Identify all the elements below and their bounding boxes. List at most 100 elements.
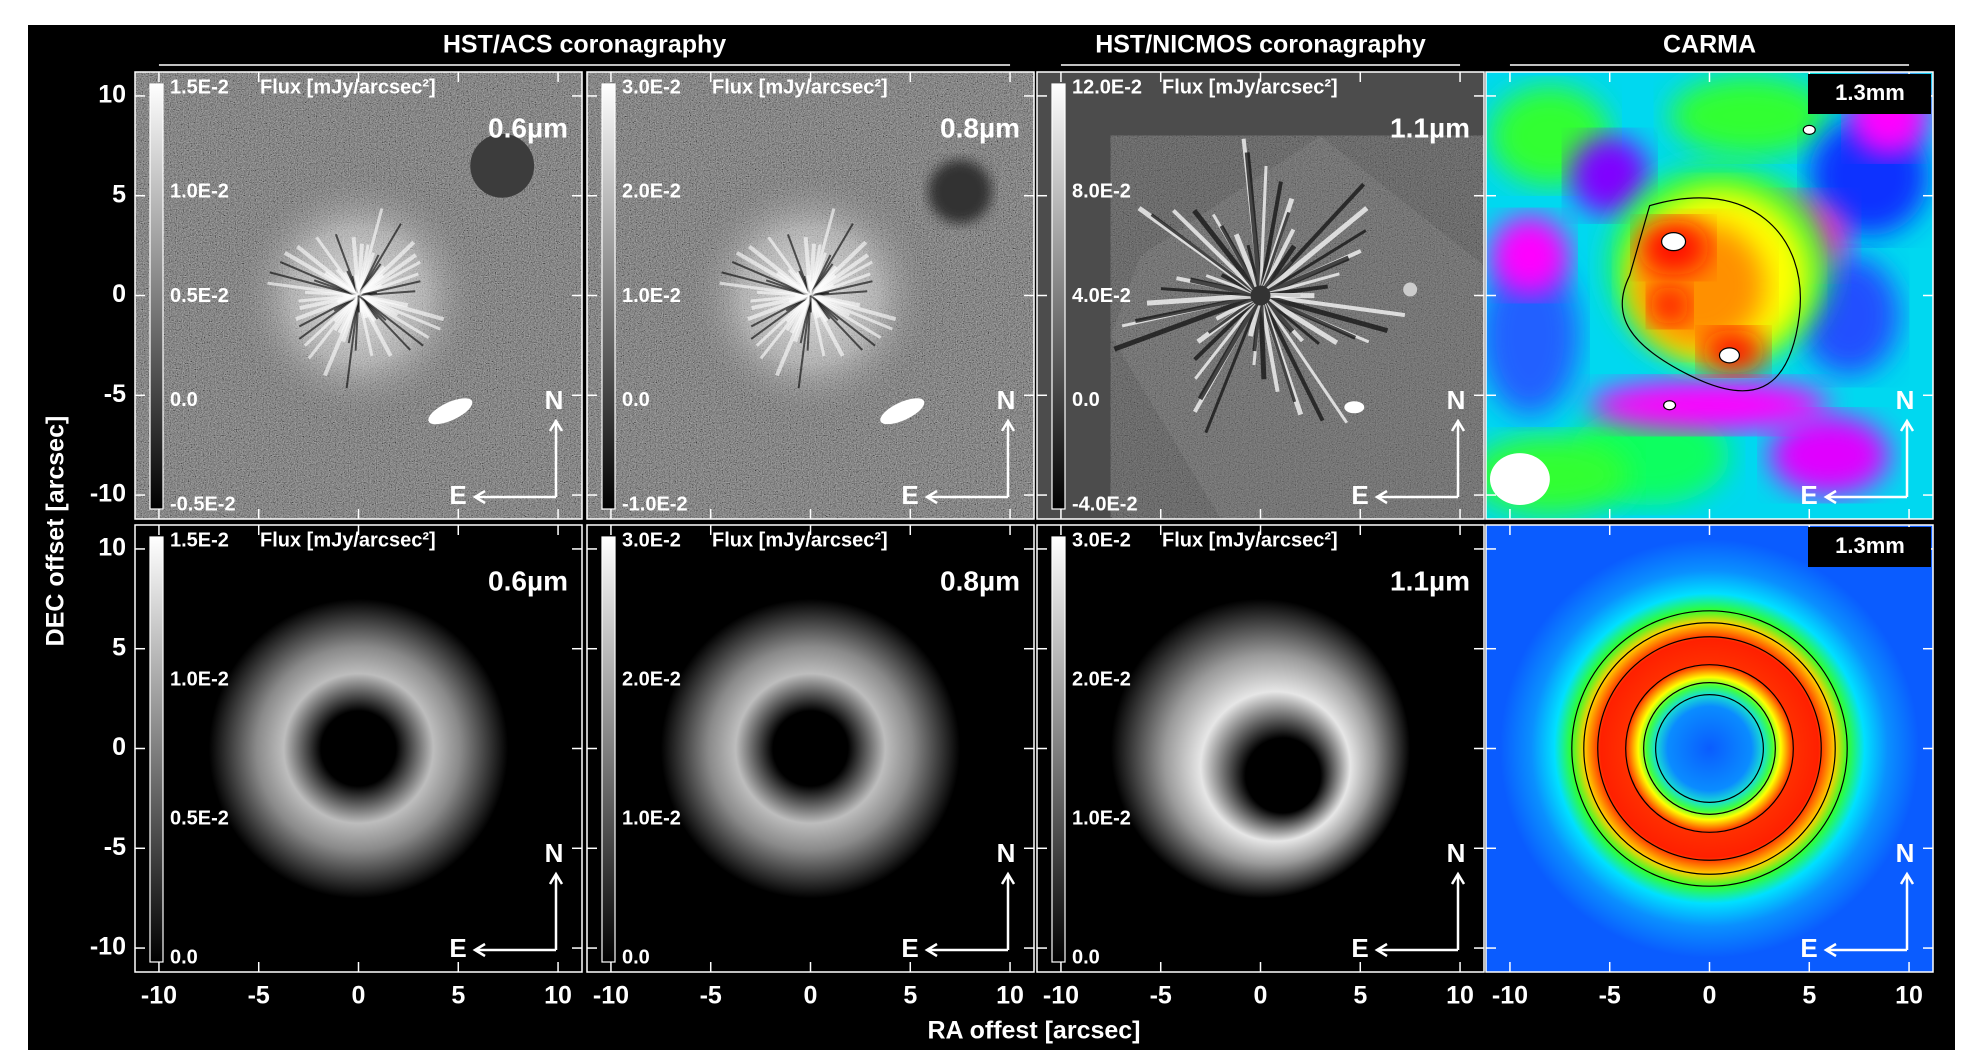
x-tick-label: -10 [1492, 982, 1528, 1010]
compass-east: E [901, 933, 918, 963]
x-tick-label: 0 [352, 982, 366, 1010]
compass-north: N [1896, 838, 1915, 868]
colorbar-unit: Flux [mJy/arcsec²] [712, 76, 888, 98]
wavelength-label: 1.3mm [1835, 533, 1905, 558]
colorbar [1052, 537, 1065, 962]
x-tick-label: 5 [1802, 982, 1816, 1010]
colorbar [150, 537, 163, 962]
group-header: HST/ACS coronagraphy [443, 31, 726, 59]
group-header: CARMA [1663, 31, 1756, 59]
colorbar-label: 1.0E-2 [622, 807, 681, 829]
wavelength-label: 1.1µm [1390, 565, 1470, 596]
x-axis-label: RA offest [arcsec] [927, 1017, 1140, 1045]
colorbar-label: 0.0 [1072, 946, 1100, 968]
colorbar-label: 1.0E-2 [170, 181, 229, 203]
colorbar-label: 1.0E-2 [1072, 807, 1131, 829]
x-tick-label: 10 [996, 982, 1024, 1010]
y-tick-label: 5 [112, 633, 126, 661]
colorbar-label: 0.0 [622, 389, 650, 411]
beam [1490, 453, 1550, 505]
colorbar-label: 0.5E-2 [170, 807, 229, 829]
colorbar [602, 84, 615, 509]
y-tick-label: -5 [104, 833, 126, 861]
x-tick-label: 5 [451, 982, 465, 1010]
emission [1670, 76, 1830, 156]
panel-image [1470, 72, 1933, 519]
wavelength-label: 0.6µm [488, 112, 568, 143]
disk-model [209, 599, 508, 898]
colorbar-label: -0.5E-2 [170, 493, 236, 515]
colorbar-label: 3.0E-2 [622, 529, 681, 551]
compass-east: E [449, 480, 466, 510]
compass-north: N [545, 385, 564, 415]
colorbar-label: -1.0E-2 [622, 493, 688, 515]
compass-east: E [449, 933, 466, 963]
colorbar-label: 0.0 [170, 946, 198, 968]
compass-east: E [1351, 480, 1368, 510]
compass-north: N [997, 385, 1016, 415]
galaxy [1344, 401, 1364, 413]
colorbar-label: 1.0E-2 [170, 668, 229, 690]
x-tick-label: -5 [1599, 982, 1621, 1010]
peak [1664, 401, 1676, 410]
colorbar-label: 4.0E-2 [1072, 285, 1131, 307]
emission [1590, 379, 1829, 431]
emission [1650, 286, 1690, 326]
colorbar-label: 1.5E-2 [170, 76, 229, 98]
x-tick-label: -5 [700, 982, 722, 1010]
compass-north: N [1896, 385, 1915, 415]
x-tick-label: 10 [544, 982, 572, 1010]
colorbar-unit: Flux [mJy/arcsec²] [712, 529, 888, 551]
x-tick-label: -5 [1150, 982, 1172, 1010]
compass-east: E [1800, 933, 1817, 963]
figure: DEC offset [arcsec] RA offest [arcsec] H… [0, 0, 1983, 1050]
source [1403, 283, 1417, 297]
x-tick-label: -10 [141, 982, 177, 1010]
y-tick-label: -5 [104, 380, 126, 408]
panel-image [1486, 525, 1933, 972]
y-tick-label: -10 [90, 480, 126, 508]
colorbar-label: 2.0E-2 [622, 668, 681, 690]
peak [1803, 125, 1815, 134]
x-tick-label: 10 [1895, 982, 1923, 1010]
compass-north: N [997, 838, 1016, 868]
y-tick-label: 10 [98, 81, 126, 109]
colorbar [602, 537, 615, 962]
emission [1490, 216, 1570, 296]
wavelength-label: 0.6µm [488, 565, 568, 596]
disk-model [1111, 599, 1410, 898]
colorbar-label: 3.0E-2 [622, 76, 681, 98]
colorbar [1052, 84, 1065, 509]
colorbar-label: 2.0E-2 [622, 181, 681, 203]
x-tick-label: -10 [593, 982, 629, 1010]
y-axis-label: DEC offset [arcsec] [42, 416, 70, 647]
wavelength-label: 1.1µm [1390, 112, 1470, 143]
mask [470, 134, 534, 198]
colorbar-unit: Flux [mJy/arcsec²] [1162, 529, 1338, 551]
colorbar-label: 0.0 [622, 946, 650, 968]
x-tick-label: 10 [1446, 982, 1474, 1010]
y-tick-label: 10 [98, 534, 126, 562]
colorbar-label: 0.0 [170, 389, 198, 411]
disk-model [661, 599, 960, 898]
colorbar-label: 0.0 [1072, 389, 1100, 411]
colorbar-label: 2.0E-2 [1072, 668, 1131, 690]
colorbar-label: 1.0E-2 [622, 285, 681, 307]
colorbar-unit: Flux [mJy/arcsec²] [260, 529, 436, 551]
x-tick-label: 5 [1353, 982, 1367, 1010]
group-header: HST/NICMOS coronagraphy [1095, 31, 1426, 59]
emission [1769, 415, 1889, 495]
wavelength-label: 0.8µm [940, 112, 1020, 143]
y-tick-label: 0 [112, 280, 126, 308]
compass-east: E [1351, 933, 1368, 963]
y-tick-label: 5 [112, 180, 126, 208]
colorbar-unit: Flux [mJy/arcsec²] [1162, 76, 1338, 98]
colorbar-label: 0.5E-2 [170, 285, 229, 307]
compass-east: E [1800, 480, 1817, 510]
y-tick-label: -10 [90, 933, 126, 961]
colorbar-label: 1.5E-2 [170, 529, 229, 551]
disk-model [1500, 539, 1919, 958]
colorbar-label: 8.0E-2 [1072, 181, 1131, 203]
compass-north: N [1447, 838, 1466, 868]
core [1251, 286, 1271, 306]
